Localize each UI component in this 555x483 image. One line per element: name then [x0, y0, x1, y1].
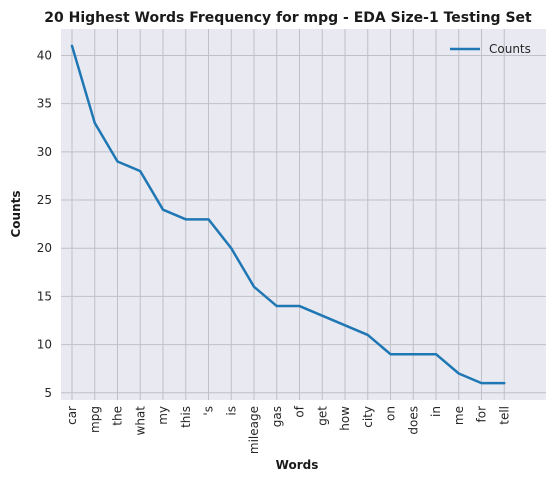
- chart-title: 20 Highest Words Frequency for mpg - EDA…: [44, 10, 532, 26]
- x-tick-label: what: [133, 406, 147, 436]
- x-tick-label: how: [338, 406, 352, 431]
- x-tick-label: city: [361, 406, 375, 428]
- x-tick-label: does: [406, 406, 420, 435]
- x-tick-label: 's: [202, 406, 216, 416]
- x-tick-label: tell: [497, 406, 511, 425]
- legend-label-counts: Counts: [489, 42, 531, 56]
- series-line-0: [70, 44, 506, 385]
- y-tick-label: 40: [37, 49, 52, 63]
- y-tick-label: 35: [37, 97, 52, 111]
- x-tick-label: is: [224, 406, 238, 416]
- grid: [61, 29, 546, 400]
- legend: Counts: [450, 42, 531, 56]
- y-tick-label: 25: [37, 193, 52, 207]
- x-axis-label: Words: [276, 458, 319, 472]
- x-tick-label: car: [65, 406, 79, 425]
- x-tick-label: of: [293, 405, 307, 417]
- x-tick-label: for: [475, 406, 489, 423]
- x-tick-label: mileage: [247, 406, 261, 454]
- x-axis-ticks: car mpg the what my this 's is mileage gas of get ho…: [65, 405, 511, 454]
- x-tick-label: my: [156, 406, 170, 425]
- y-axis-ticks: 5 10 15 20 25 30 35 40: [37, 49, 52, 400]
- y-tick-label: 20: [37, 241, 52, 255]
- series-layer: [70, 44, 506, 385]
- y-tick-label: 15: [37, 289, 52, 303]
- y-tick-label: 30: [37, 145, 52, 159]
- x-tick-label: me: [452, 406, 466, 425]
- x-tick-label: on: [384, 406, 398, 421]
- plot-area: [61, 29, 546, 400]
- x-tick-label: the: [111, 406, 125, 426]
- x-tick-label: get: [315, 406, 329, 426]
- x-tick-label: mpg: [88, 406, 102, 433]
- x-tick-label: gas: [270, 406, 284, 427]
- y-tick-label: 5: [44, 386, 52, 400]
- y-tick-label: 10: [37, 338, 52, 352]
- y-axis-label: Counts: [9, 190, 23, 237]
- x-tick-label: in: [429, 406, 443, 417]
- x-tick-label: this: [179, 406, 193, 428]
